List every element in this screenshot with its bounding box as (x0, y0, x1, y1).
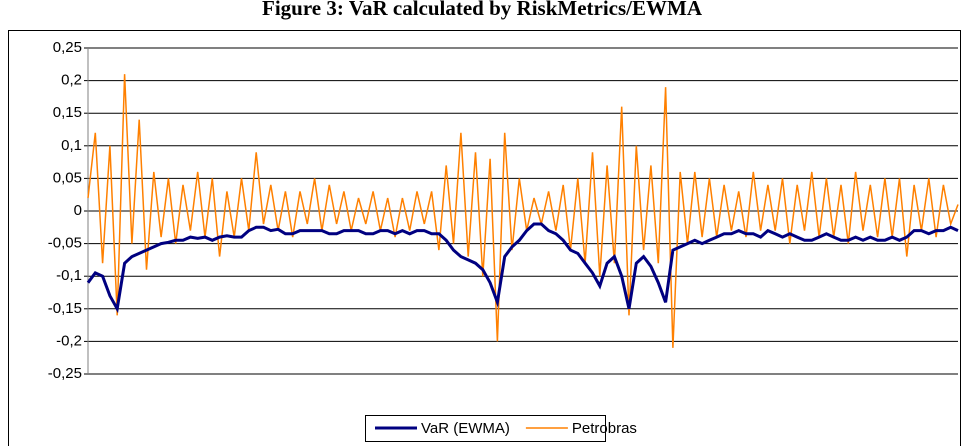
y-tick-label: -0,15 (48, 300, 82, 317)
y-tick-label: 0,2 (61, 72, 82, 89)
y-tick-label: 0,15 (53, 104, 82, 121)
y-tick-label: 0,05 (53, 169, 82, 186)
chart-title: Figure 3: VaR calculated by RiskMetrics/… (262, 0, 703, 20)
y-tick-label: 0,1 (61, 137, 82, 154)
legend-label: VaR (EWMA) (421, 420, 510, 437)
y-tick-label: -0,05 (48, 235, 82, 252)
y-tick-label: -0,1 (56, 267, 82, 284)
chart-frame (8, 30, 961, 446)
series-line (87, 74, 959, 348)
y-tick-label: -0,2 (56, 332, 82, 349)
y-tick-label: -0,25 (48, 365, 82, 382)
y-tick-label: 0 (74, 202, 82, 219)
series-line (86, 222, 959, 314)
legend-label: Petrobras (572, 420, 637, 437)
y-tick-label: 0,25 (53, 39, 82, 56)
